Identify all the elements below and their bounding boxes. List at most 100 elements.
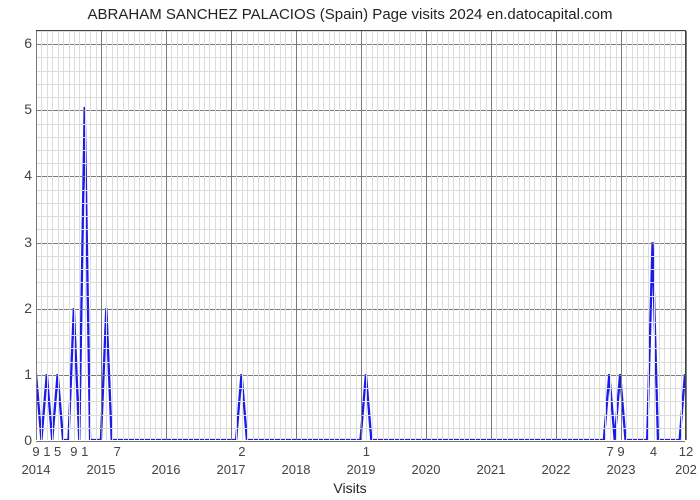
x-value-label: 7 — [114, 444, 121, 459]
grid-minor-v — [350, 31, 351, 440]
grid-minor-v — [388, 31, 389, 440]
grid-minor-v — [204, 31, 205, 440]
grid-minor-v — [404, 31, 405, 440]
grid-minor-v — [529, 31, 530, 440]
grid-minor-v — [356, 31, 357, 440]
grid-minor-v — [681, 31, 682, 440]
grid-minor-v — [459, 31, 460, 440]
chart-container: ABRAHAM SANCHEZ PALACIOS (Spain) Page vi… — [0, 0, 700, 500]
grid-major-v — [361, 31, 362, 440]
grid-minor-v — [144, 31, 145, 440]
grid-minor-v — [632, 31, 633, 440]
grid-major-v — [426, 31, 427, 440]
grid-minor-v — [648, 31, 649, 440]
grid-major-v — [491, 31, 492, 440]
grid-minor-v — [285, 31, 286, 440]
grid-minor-v — [106, 31, 107, 440]
grid-minor-v — [150, 31, 151, 440]
grid-minor-v — [242, 31, 243, 440]
x-year-label: 2017 — [217, 462, 246, 477]
grid-minor-v — [220, 31, 221, 440]
grid-minor-v — [123, 31, 124, 440]
x-value-label: 2 — [238, 444, 245, 459]
grid-minor-v — [616, 31, 617, 440]
y-tick-label: 3 — [14, 234, 32, 250]
y-tick-label: 5 — [14, 101, 32, 117]
grid-minor-v — [421, 31, 422, 440]
grid-minor-v — [69, 31, 70, 440]
grid-minor-v — [670, 31, 671, 440]
grid-minor-v — [345, 31, 346, 440]
x-value-label: 12 — [679, 444, 693, 459]
x-year-label: 2016 — [152, 462, 181, 477]
y-tick-label: 0 — [14, 432, 32, 448]
grid-major-v — [686, 31, 687, 440]
grid-minor-v — [161, 31, 162, 440]
grid-minor-v — [291, 31, 292, 440]
grid-minor-v — [139, 31, 140, 440]
grid-minor-v — [236, 31, 237, 440]
grid-minor-v — [79, 31, 80, 440]
grid-minor-v — [280, 31, 281, 440]
y-tick-label: 2 — [14, 300, 32, 316]
grid-minor-v — [567, 31, 568, 440]
grid-minor-v — [377, 31, 378, 440]
grid-minor-v — [534, 31, 535, 440]
grid-minor-v — [171, 31, 172, 440]
x-value-label: 9 — [617, 444, 624, 459]
x-value-label: 9 — [70, 444, 77, 459]
grid-major-v — [166, 31, 167, 440]
grid-minor-v — [193, 31, 194, 440]
grid-minor-v — [117, 31, 118, 440]
grid-minor-v — [524, 31, 525, 440]
grid-minor-v — [339, 31, 340, 440]
grid-minor-v — [366, 31, 367, 440]
x-year-label: 2023 — [607, 462, 636, 477]
grid-major-v — [621, 31, 622, 440]
grid-minor-v — [610, 31, 611, 440]
x-year-label: 2018 — [282, 462, 311, 477]
grid-minor-v — [583, 31, 584, 440]
grid-minor-v — [112, 31, 113, 440]
grid-minor-v — [318, 31, 319, 440]
y-tick-label: 4 — [14, 167, 32, 183]
x-value-label: 1 — [81, 444, 88, 459]
x-value-label: 1 — [43, 444, 50, 459]
grid-minor-v — [496, 31, 497, 440]
grid-minor-v — [675, 31, 676, 440]
grid-minor-v — [188, 31, 189, 440]
grid-minor-v — [199, 31, 200, 440]
grid-minor-v — [253, 31, 254, 440]
grid-minor-v — [274, 31, 275, 440]
grid-minor-v — [52, 31, 53, 440]
x-year-label: 2021 — [477, 462, 506, 477]
grid-minor-v — [637, 31, 638, 440]
grid-minor-v — [85, 31, 86, 440]
grid-minor-v — [643, 31, 644, 440]
grid-minor-v — [383, 31, 384, 440]
grid-minor-v — [74, 31, 75, 440]
grid-minor-v — [247, 31, 248, 440]
x-year-label: 202 — [675, 462, 697, 477]
grid-minor-v — [431, 31, 432, 440]
grid-minor-v — [605, 31, 606, 440]
grid-minor-v — [410, 31, 411, 440]
grid-minor-v — [442, 31, 443, 440]
grid-minor-v — [486, 31, 487, 440]
x-axis-title: Visits — [0, 480, 700, 496]
grid-minor-v — [551, 31, 552, 440]
grid-major-h — [36, 441, 685, 442]
grid-minor-v — [258, 31, 259, 440]
grid-minor-v — [312, 31, 313, 440]
x-value-label: 7 — [607, 444, 614, 459]
grid-minor-v — [394, 31, 395, 440]
grid-major-v — [36, 31, 37, 440]
grid-minor-v — [155, 31, 156, 440]
x-year-label: 2014 — [22, 462, 51, 477]
grid-minor-v — [209, 31, 210, 440]
y-tick-label: 6 — [14, 35, 32, 51]
x-year-label: 2019 — [347, 462, 376, 477]
x-value-label: 9 — [32, 444, 39, 459]
grid-minor-v — [134, 31, 135, 440]
grid-minor-v — [182, 31, 183, 440]
